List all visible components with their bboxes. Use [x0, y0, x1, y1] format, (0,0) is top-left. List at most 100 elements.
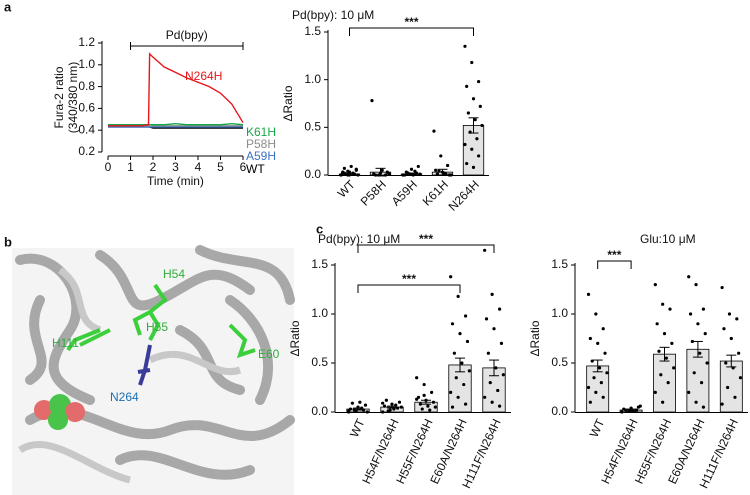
y-tick-label: 0.5 [304, 120, 321, 134]
x-tick-label: WT [347, 416, 368, 439]
series-label: A59H [246, 149, 276, 163]
data-point [430, 390, 434, 394]
data-point [486, 351, 490, 355]
data-point [384, 173, 388, 177]
data-point [729, 336, 733, 341]
x-tick-label: 5 [217, 160, 224, 174]
data-point [601, 395, 605, 399]
data-point [726, 385, 730, 390]
data-point [349, 164, 353, 169]
series-label: P58H [246, 137, 276, 151]
y-tick-label: 0.6 [78, 101, 95, 115]
x-tick-label: WT [335, 177, 359, 201]
data-point [356, 173, 360, 177]
data-point [473, 118, 477, 122]
data-point [431, 400, 436, 404]
data-point [499, 341, 504, 345]
data-point [382, 404, 387, 408]
residue-stick [137, 344, 152, 386]
data-point [478, 104, 482, 108]
data-point [492, 327, 496, 331]
data-point [692, 371, 696, 375]
data-point [465, 84, 469, 88]
data-point [635, 408, 639, 412]
series-line [108, 122, 244, 126]
data-point [418, 172, 422, 176]
data-point [661, 302, 665, 306]
chart-title: Glu:10 μM [640, 232, 696, 246]
data-point [664, 356, 668, 360]
x-tick-label: 1 [127, 160, 134, 174]
data-point [401, 173, 405, 177]
residue-label: H54 [163, 267, 185, 281]
residue-label: H55 [146, 320, 168, 334]
y-tick-label: 0.0 [304, 167, 321, 181]
data-point [627, 409, 631, 413]
data-point [456, 395, 460, 399]
data-point [470, 147, 474, 151]
data-point [342, 166, 346, 170]
data-point [381, 410, 385, 414]
data-point [483, 248, 487, 252]
data-point [696, 322, 700, 326]
data-point [434, 168, 438, 172]
data-point [601, 327, 605, 331]
y-axis-label: ΔRatio [528, 320, 542, 356]
data-point [433, 405, 437, 409]
data-point [720, 285, 724, 290]
data-point [463, 142, 467, 147]
data-point [422, 393, 426, 397]
data-point [662, 332, 667, 336]
data-point [694, 400, 698, 404]
data-point [653, 283, 657, 287]
data-point [688, 312, 693, 316]
data-point [498, 307, 502, 311]
data-point [439, 154, 443, 158]
data-point [437, 169, 441, 173]
data-point [363, 403, 368, 407]
data-point [498, 404, 502, 408]
x-tick-label: 6 [240, 160, 247, 174]
data-point [586, 292, 591, 296]
data-point [699, 381, 704, 385]
data-point [446, 163, 450, 168]
residue-stick [66, 283, 256, 359]
data-point [352, 408, 356, 412]
data-point [597, 366, 602, 370]
data-point [466, 111, 470, 115]
data-point [659, 373, 663, 377]
data-point [449, 390, 453, 394]
data-point [480, 123, 484, 128]
significance-label: *** [419, 232, 433, 246]
panel-label: b [4, 234, 12, 249]
series-label: K61H [246, 125, 276, 139]
data-point [690, 339, 694, 344]
y-tick-label: 1.0 [311, 306, 328, 320]
data-point [392, 407, 396, 411]
data-point [701, 307, 706, 311]
data-point [424, 398, 428, 402]
data-point [413, 169, 417, 173]
data-point [722, 327, 726, 331]
data-point [347, 173, 352, 177]
chart-title: Pd(bpy): 10 μM [292, 8, 374, 22]
data-point [488, 381, 492, 385]
data-point [409, 167, 414, 171]
y-tick-label: 0.0 [311, 404, 328, 418]
y-tick-label: 1.0 [551, 306, 568, 320]
data-point [420, 407, 424, 411]
x-tick-label: P58H [358, 177, 389, 208]
x-tick-label: 0 [105, 160, 112, 174]
data-point [422, 382, 426, 387]
y-axis-label: ΔRatio [281, 85, 295, 121]
y-tick-label: 1.0 [304, 72, 321, 86]
data-point [390, 402, 394, 406]
significance-label: *** [607, 248, 621, 262]
data-point [483, 395, 487, 399]
data-point [623, 408, 628, 412]
x-tick-label: 2 [150, 160, 157, 174]
data-point [356, 405, 360, 409]
data-point [501, 373, 505, 377]
data-point [435, 172, 439, 176]
